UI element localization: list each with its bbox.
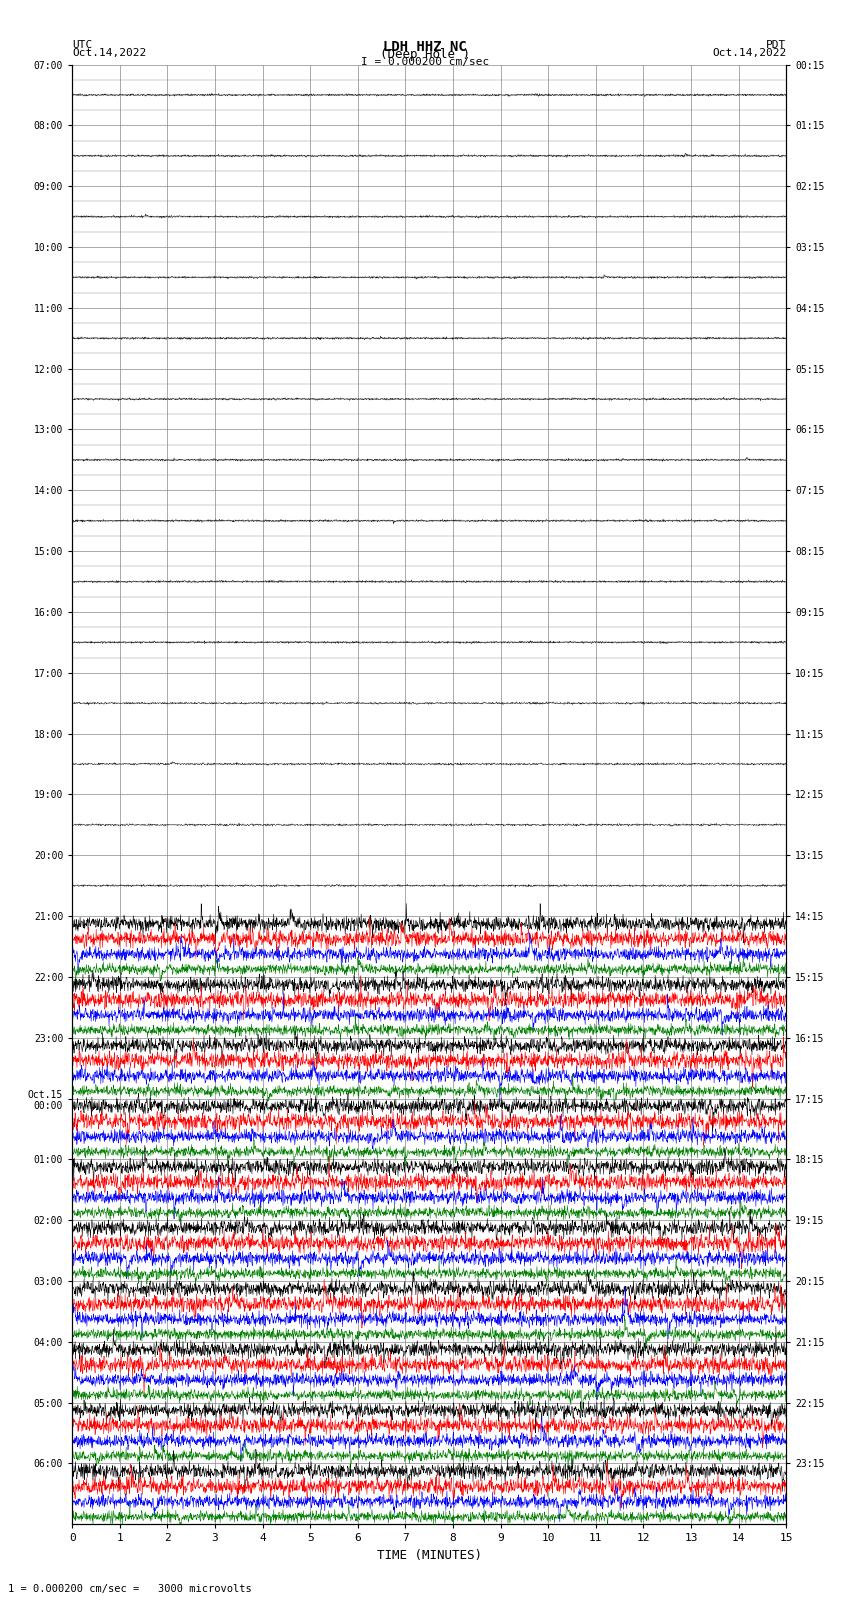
Text: Oct.14,2022: Oct.14,2022 [712,48,786,58]
Text: PDT: PDT [766,39,786,50]
Text: LDH HHZ NC: LDH HHZ NC [383,39,467,53]
Text: 1 = 0.000200 cm/sec =   3000 microvolts: 1 = 0.000200 cm/sec = 3000 microvolts [8,1584,252,1594]
Text: (Deep Hole ): (Deep Hole ) [380,48,470,61]
Text: UTC: UTC [72,39,93,50]
Text: I = 0.000200 cm/sec: I = 0.000200 cm/sec [361,58,489,68]
Text: Oct.14,2022: Oct.14,2022 [72,48,146,58]
X-axis label: TIME (MINUTES): TIME (MINUTES) [377,1548,482,1561]
